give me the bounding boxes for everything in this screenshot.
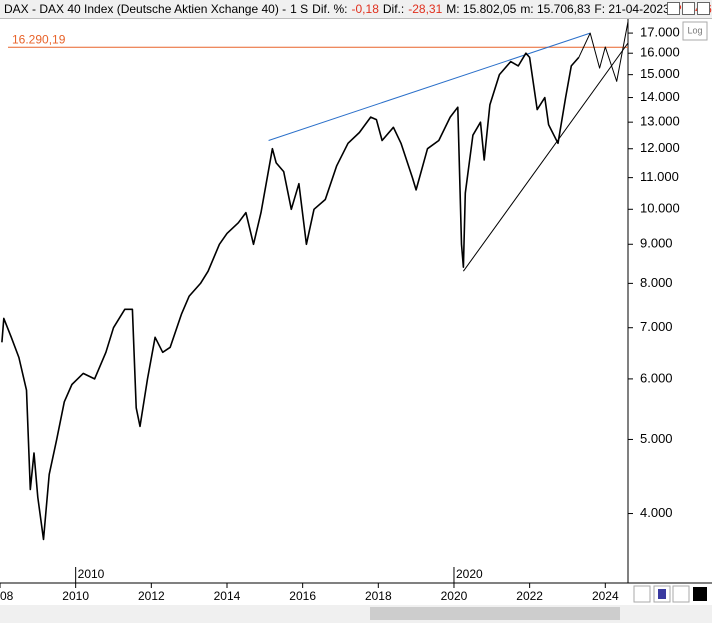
x-tick-label: 2016 bbox=[289, 589, 316, 603]
y-tick-label: 10.000 bbox=[640, 201, 680, 216]
plot-area bbox=[0, 18, 628, 583]
log-button[interactable] bbox=[682, 21, 708, 41]
y-tick-label: 15.000 bbox=[640, 66, 680, 81]
tool-button[interactable] bbox=[633, 585, 651, 603]
window-buttons bbox=[667, 2, 710, 15]
y-tick-label: 13.000 bbox=[640, 114, 680, 129]
header-item: DAX - DAX 40 Index (Deutsche Aktien Xcha… bbox=[4, 2, 287, 16]
y-tick-label: 11.000 bbox=[640, 169, 679, 184]
price-line bbox=[578, 21, 629, 82]
pin-button[interactable] bbox=[672, 585, 690, 603]
period-label: 2020 bbox=[456, 567, 483, 581]
y-tick-label: 17.000 bbox=[640, 25, 680, 40]
maximize[interactable] bbox=[682, 2, 695, 15]
trendline bbox=[462, 42, 629, 272]
header-item: -0,18 bbox=[351, 2, 379, 16]
log-button-label: Log bbox=[687, 25, 702, 35]
y-tick-label: 6.000 bbox=[640, 370, 673, 385]
header-item: F: 21-04-2023 bbox=[594, 2, 670, 16]
header-item: M: 15.802,05 bbox=[446, 2, 517, 16]
x-tick-label: 2012 bbox=[138, 589, 165, 603]
color-button[interactable] bbox=[693, 587, 707, 601]
header: DAX - DAX 40 Index (Deutsche Aktien Xcha… bbox=[0, 0, 712, 19]
y-tick-label: 5.000 bbox=[640, 431, 673, 446]
y-tick-label: 16.000 bbox=[640, 45, 680, 60]
header-item: 1 S bbox=[290, 2, 309, 16]
x-tick-label: 2024 bbox=[592, 589, 619, 603]
save-icon bbox=[658, 589, 666, 599]
x-tick-label: 2010 bbox=[62, 589, 89, 603]
y-tick-label: 8.000 bbox=[640, 275, 673, 290]
header-item: m: 15.706,83 bbox=[520, 2, 591, 16]
close[interactable] bbox=[697, 2, 710, 15]
y-tick-label: 12.000 bbox=[640, 140, 680, 155]
level-label: 16.290,19 bbox=[12, 32, 66, 46]
minimize[interactable] bbox=[667, 2, 680, 15]
y-tick-label: 7.000 bbox=[640, 319, 673, 334]
period-label: 2010 bbox=[78, 567, 105, 581]
x-tick-label: 2020 bbox=[441, 589, 468, 603]
y-tick-label: 4.000 bbox=[640, 505, 673, 520]
x-tick-label: 2014 bbox=[214, 589, 241, 603]
y-tick-label: 9.000 bbox=[640, 236, 673, 251]
header-item: Dif. %: bbox=[312, 2, 348, 16]
scroll-thumb[interactable] bbox=[370, 607, 620, 620]
x-tick-label: 2018 bbox=[365, 589, 392, 603]
x-tick-label: 2022 bbox=[516, 589, 543, 603]
y-tick-label: 14.000 bbox=[640, 89, 680, 104]
trendline bbox=[268, 32, 591, 141]
x-tick-label: 2008 bbox=[0, 589, 14, 603]
price-line bbox=[1, 52, 580, 541]
header-item: Dif.: bbox=[382, 2, 405, 16]
header-item: -28,31 bbox=[408, 2, 443, 16]
